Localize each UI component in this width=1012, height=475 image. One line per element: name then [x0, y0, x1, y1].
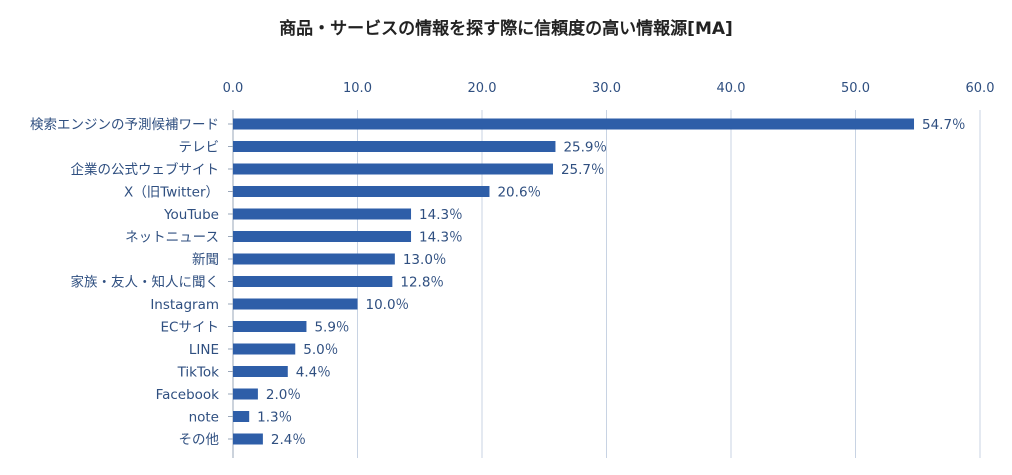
- bar: [233, 343, 296, 355]
- bar: [233, 118, 915, 130]
- x-tick-label: 20.0: [468, 81, 497, 96]
- x-tick-label: 50.0: [841, 81, 870, 96]
- value-label: 2.4％: [271, 432, 306, 448]
- bar: [233, 366, 288, 377]
- x-tick-label: 40.0: [717, 81, 746, 96]
- x-tick-label: 10.0: [343, 81, 372, 96]
- bar: [233, 388, 258, 400]
- category-label: YouTube: [163, 207, 219, 223]
- bar: [233, 298, 358, 310]
- category-label: 家族・友人・知人に聞く: [71, 274, 220, 291]
- x-tick-label: 0.0: [223, 81, 244, 96]
- bar: [233, 433, 263, 445]
- bar: [233, 253, 395, 265]
- category-label: LINE: [189, 342, 219, 358]
- category-label: TikTok: [177, 365, 220, 381]
- value-label: 13.0％: [403, 252, 447, 268]
- category-label: Instagram: [150, 297, 219, 313]
- bar: [233, 186, 490, 197]
- category-label: ECサイト: [161, 320, 219, 336]
- value-label: 5.9％: [314, 320, 349, 336]
- bar: [233, 411, 250, 422]
- bar: [233, 141, 556, 152]
- category-label: 検索エンジンの予測候補ワード: [30, 117, 219, 133]
- x-tick-label: 30.0: [592, 81, 621, 96]
- bar: [233, 208, 412, 220]
- category-label: X（旧Twitter）: [124, 185, 219, 201]
- category-label: その他: [179, 432, 220, 448]
- category-label: ネットニュース: [125, 230, 219, 246]
- value-label: 5.0％: [303, 342, 338, 358]
- value-label: 25.9％: [563, 140, 607, 156]
- value-label: 25.7％: [561, 162, 605, 178]
- category-label: note: [189, 410, 219, 426]
- category-label: 新聞: [192, 252, 219, 268]
- value-label: 2.0％: [266, 387, 301, 403]
- value-label: 1.3％: [257, 410, 292, 426]
- category-label: 企業の公式ウェブサイト: [71, 161, 220, 178]
- bar: [233, 276, 393, 287]
- value-label: 54.7％: [922, 117, 966, 133]
- x-tick-label: 60.0: [966, 81, 995, 96]
- bar: [233, 231, 412, 242]
- value-label: 4.4％: [296, 365, 331, 381]
- bar: [233, 321, 307, 332]
- category-label: Facebook: [156, 387, 220, 403]
- value-label: 14.3％: [419, 207, 463, 223]
- value-label: 20.6％: [497, 185, 541, 201]
- value-label: 14.3％: [419, 230, 463, 246]
- bar: [233, 163, 553, 175]
- category-label: テレビ: [179, 140, 220, 156]
- chart-title: 商品・サービスの情報を探す際に信頼度の高い情報源[MA]: [279, 19, 733, 39]
- value-label: 12.8％: [400, 275, 444, 291]
- value-label: 10.0％: [366, 297, 410, 313]
